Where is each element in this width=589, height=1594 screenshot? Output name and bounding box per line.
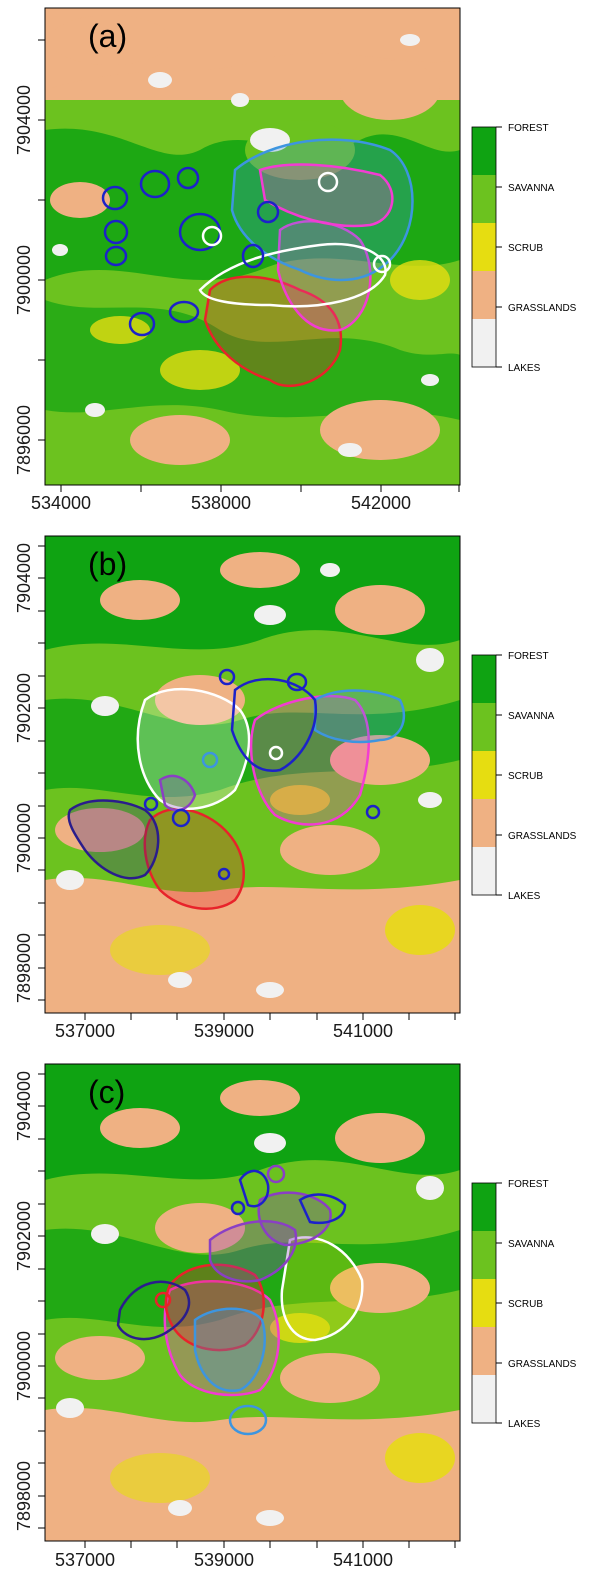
legend-label-scrub: SCRUB <box>508 1299 543 1310</box>
x-tick-label: 539000 <box>194 1550 254 1570</box>
land-cover-map-c <box>45 1064 460 1541</box>
legend-label-forest: FOREST <box>508 1179 549 1190</box>
rings-b <box>143 668 381 881</box>
y-tick-label: 7904000 <box>14 85 34 155</box>
white-rings-a <box>201 171 392 274</box>
legend-label-grasslands: GRASSLANDS <box>508 1359 577 1370</box>
panel-a-label: (a) <box>88 18 127 54</box>
panel-c-label: (c) <box>88 1074 125 1110</box>
y-tick-label: 7904000 <box>14 543 34 613</box>
x-tick-label: 537000 <box>55 1021 115 1041</box>
land-cover-map-a <box>45 8 460 485</box>
x-tick-label: 538000 <box>191 493 251 513</box>
y-tick-label: 7900000 <box>14 245 34 315</box>
legend-label-savanna: SAVANNA <box>508 183 555 194</box>
legend-label-scrub: SCRUB <box>508 771 543 782</box>
panel-b: (b) 537000 539000 541000 <box>14 535 461 1041</box>
legend-label-savanna: SAVANNA <box>508 711 555 722</box>
x-tick-label: 541000 <box>333 1550 393 1570</box>
x-tick-label: 534000 <box>31 493 91 513</box>
x-axis-a: 534000 538000 542000 <box>31 484 460 513</box>
legend-b: FOREST SAVANNA SCRUB GRASSLANDS LAKES <box>471 651 577 902</box>
y-tick-label: 7896000 <box>14 405 34 475</box>
legend-label-lakes: LAKES <box>508 891 541 902</box>
legend-color-bar <box>471 1182 497 1424</box>
x-axis-b: 537000 539000 541000 <box>45 1012 460 1041</box>
y-tick-label: 7902000 <box>14 1201 34 1271</box>
legend-label-scrub: SCRUB <box>508 243 543 254</box>
x-axis-c: 537000 539000 541000 <box>45 1540 460 1570</box>
legend-label-lakes: LAKES <box>508 1419 541 1430</box>
y-tick-label: 7902000 <box>14 673 34 743</box>
legend-c: FOREST SAVANNA SCRUB GRASSLANDS LAKES <box>471 1179 577 1430</box>
legend-label-grasslands: GRASSLANDS <box>508 303 577 314</box>
blue-rings-a <box>101 166 280 337</box>
y-tick-label: 7900000 <box>14 803 34 873</box>
legend-label-savanna: SAVANNA <box>508 1239 555 1250</box>
rings-c <box>154 1164 286 1436</box>
y-tick-label: 7898000 <box>14 933 34 1003</box>
home-ranges-a <box>198 138 414 388</box>
x-tick-label: 539000 <box>194 1021 254 1041</box>
y-tick-label: 7904000 <box>14 1071 34 1141</box>
x-tick-label: 542000 <box>351 493 411 513</box>
y-tick-label: 7898000 <box>14 1461 34 1531</box>
legend-label-grasslands: GRASSLANDS <box>508 831 577 842</box>
y-axis-c: 7904000 7902000 7900000 7898000 <box>14 1064 46 1541</box>
legend-label-lakes: LAKES <box>508 363 541 374</box>
home-ranges-c <box>116 1169 364 1397</box>
land-cover-map-b <box>45 536 460 1013</box>
y-axis-b: 7904000 7902000 7900000 7898000 <box>14 536 46 1013</box>
x-tick-label: 537000 <box>55 1550 115 1570</box>
legend-label-forest: FOREST <box>508 651 549 662</box>
x-tick-label: 541000 <box>333 1021 393 1041</box>
legend-color-bar <box>471 654 497 896</box>
panel-b-label: (b) <box>88 546 127 582</box>
legend-label-forest: FOREST <box>508 123 549 134</box>
panel-a: (a) 534000 538000 542000 7904000 7900000… <box>14 7 461 513</box>
legend-color-bar <box>471 126 497 368</box>
y-axis-a: 7904000 7900000 7896000 <box>14 8 46 485</box>
home-ranges-b <box>67 677 406 910</box>
panel-c: (c) 537000 539000 541000 <box>14 1063 461 1570</box>
legend-a: FOREST SAVANNA SCRUB GRASSLANDS LAKES <box>471 123 577 374</box>
y-tick-label: 7900000 <box>14 1331 34 1401</box>
